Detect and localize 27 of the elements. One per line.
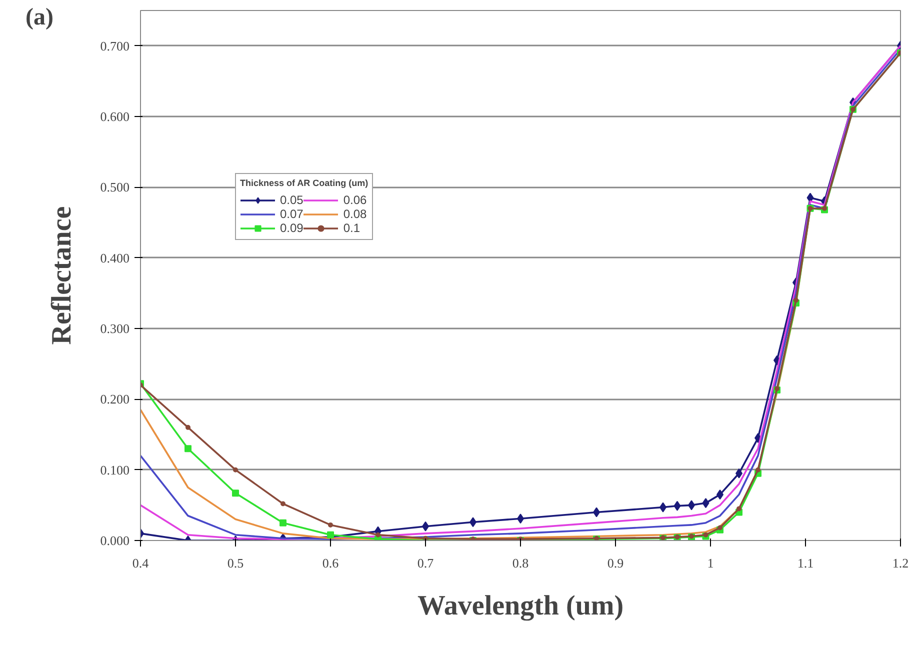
legend-label: 0.05 [280,193,304,207]
text: (a) [26,4,54,30]
legend-label: 0.07 [280,207,304,221]
x-tick-label: 0.8 [512,556,529,570]
y-tick-label: 0.600 [100,109,130,124]
y-tick-label: 0.300 [100,321,130,336]
x-tick-label: 0.7 [417,556,434,570]
x-tick-label: 1.1 [797,556,814,570]
y-tick-label: 0.000 [100,533,130,548]
legend-label: 0.08 [343,207,367,221]
x-tick-label: 0.6 [322,556,340,570]
x-tick-label: 1.2 [892,556,909,570]
x-tick-label: 1 [707,556,714,570]
legend-label: 0.06 [343,193,367,207]
legend-label: 0.1 [343,221,362,235]
y-tick-label: 0.200 [100,392,130,407]
y-tick-label: 0.500 [100,180,130,195]
y-tick-label: 0.700 [100,38,130,54]
x-tick-label: 0.9 [607,556,624,570]
y-tick-label: 0.400 [100,250,130,266]
x-tick-label: 0.4 [132,556,150,570]
x-tick-label: 0.5 [227,556,244,570]
x-axis-title: Wavelength (um) [417,590,624,622]
legend-title: Thickness of AR Coating (um) [240,178,368,188]
legend-label: 0.09 [280,221,304,235]
y-axis-title: Reflectance [46,206,78,345]
y-tick-label: 0.100 [100,462,130,478]
